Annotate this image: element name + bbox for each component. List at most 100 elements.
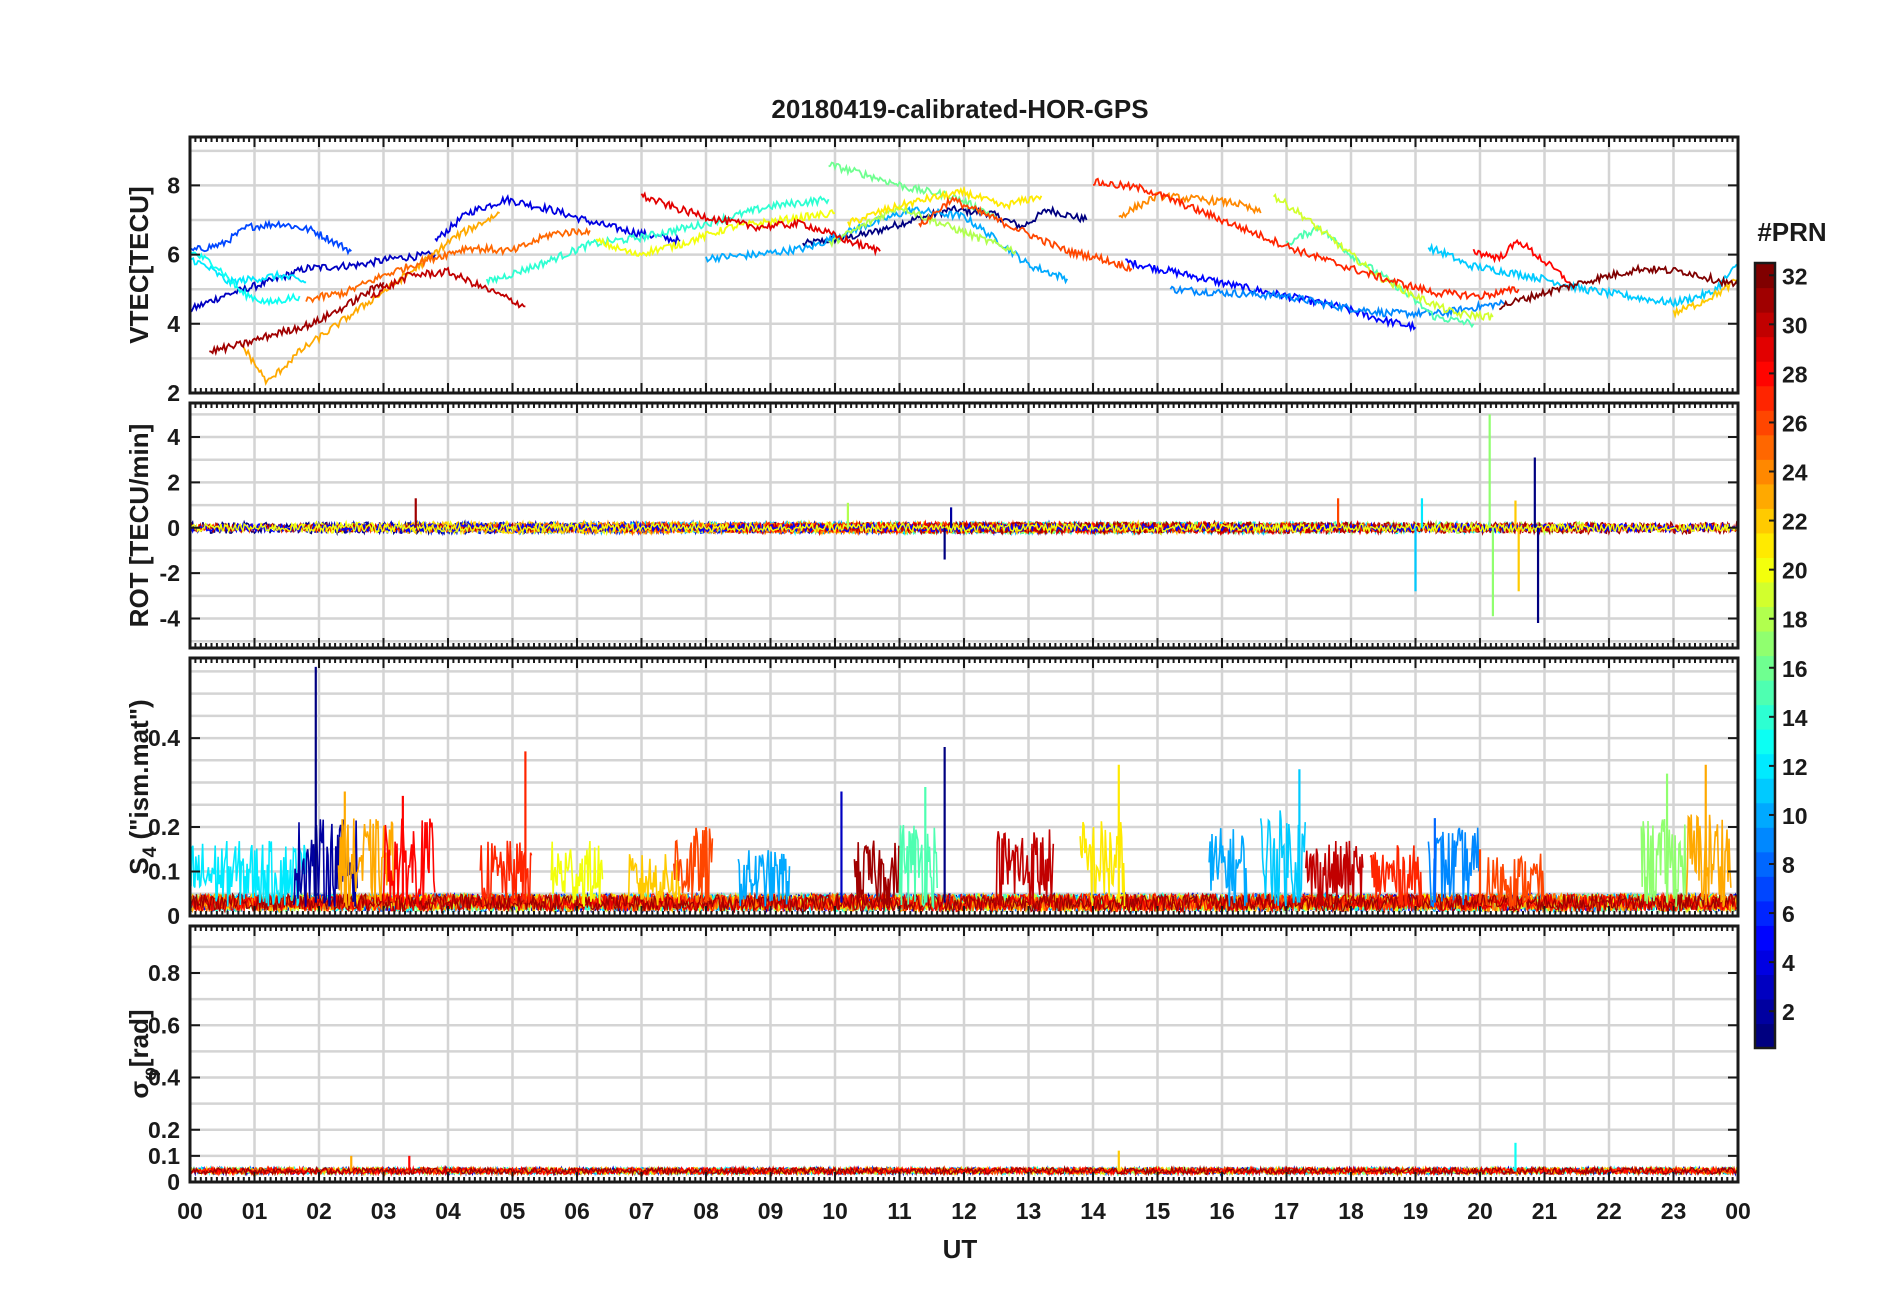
y-tick-label: 0.1: [148, 859, 180, 885]
vtec-series-prn-9: [1169, 284, 1507, 320]
vtec-series-prn-4: [434, 194, 681, 247]
colorbar-segment: [1755, 876, 1775, 902]
x-tick-label: 17: [1274, 1198, 1300, 1224]
colorbar-tick-label: 18: [1782, 607, 1808, 633]
s4-burst-prn-27: [479, 840, 533, 907]
s4-burst-prn-22: [627, 854, 681, 906]
vtec-series-prn-27: [1092, 177, 1520, 301]
y-axis-label: ROT [TECU/min]: [124, 424, 154, 628]
vtec-series-prn-12: [190, 256, 307, 288]
colorbar-segment: [1755, 410, 1775, 436]
vtec-series-prn-29: [640, 191, 881, 257]
x-tick-label: 19: [1403, 1198, 1429, 1224]
y-tick-label: -4: [160, 606, 181, 632]
y-tick-label: 8: [167, 172, 180, 198]
s4-burst-prn-28: [382, 818, 436, 908]
y-tick-label: 2: [167, 469, 180, 495]
vtec-series-prn-1: [802, 204, 1088, 248]
y-axis-label-sub: φ: [140, 1067, 161, 1081]
colorbar-tick-label: 8: [1782, 852, 1795, 878]
vtec-series-prn-31: [209, 281, 385, 357]
vtec-series-prn-32: [1498, 263, 1738, 311]
s4-burst-prn-31: [853, 840, 900, 906]
y-tick-label: 0.4: [148, 1065, 180, 1091]
colorbar-tick-label: 26: [1782, 410, 1808, 436]
x-tick-label: 11: [887, 1198, 912, 1224]
y-tick-label: 0.6: [148, 1012, 180, 1038]
colorbar-segment: [1755, 532, 1775, 558]
y-tick-label: 0: [167, 515, 180, 541]
s4-burst-prn-27: [1369, 845, 1423, 909]
y-tick-label: -2: [160, 560, 180, 586]
y-tick-label: 0: [167, 1169, 180, 1195]
x-tick-label: 12: [951, 1198, 977, 1224]
x-tick-label: 23: [1661, 1198, 1687, 1224]
x-tick-label: 04: [435, 1198, 461, 1224]
y-tick-label: 4: [167, 424, 180, 450]
y-tick-label: 0.2: [148, 814, 180, 840]
y-axis-label: VTEC[TECU]: [124, 186, 154, 343]
vtec-series-prn-11: [1427, 242, 1738, 308]
colorbar-tick-label: 22: [1782, 509, 1808, 535]
colorbar-segment: [1755, 949, 1775, 976]
colorbar-segment: [1755, 361, 1775, 387]
s4-burst-prn-15: [898, 824, 938, 910]
vtec-series-prn-14: [485, 195, 830, 287]
s4-burst-prn-10: [737, 850, 791, 907]
colorbar-segment: [1755, 312, 1775, 338]
vtec-series-prn-21: [847, 185, 1043, 229]
colorbar-label: #PRN: [1757, 217, 1826, 247]
colorbar-tick-label: 20: [1782, 558, 1808, 584]
vtec-series-prn-7: [190, 219, 352, 256]
y-axis-label: σφ[rad]: [124, 1009, 161, 1098]
colorbar-segment: [1755, 1023, 1775, 1049]
panel-data: [190, 161, 1738, 386]
x-tick-label: 03: [371, 1198, 397, 1224]
x-tick-label: 00: [1725, 1198, 1751, 1224]
colorbar-segment: [1755, 336, 1775, 362]
colorbar-segment: [1755, 778, 1775, 804]
s4-burst-prn-30: [995, 829, 1055, 907]
x-tick-label: 22: [1596, 1198, 1622, 1224]
vtec-series-prn-5: [1125, 258, 1417, 333]
colorbar-tick-label: 6: [1782, 901, 1795, 927]
colorbar-tick-label: 10: [1782, 803, 1808, 829]
panel-frame: [188, 924, 1740, 1184]
s4-burst-prn-11: [1259, 810, 1306, 907]
vtec-series-prn-13: [190, 249, 301, 307]
vtec-series-prn-26: [918, 195, 1133, 273]
rot-trace-prn-5: [190, 521, 1738, 535]
s4-burst-prn-12: [190, 840, 307, 907]
y-tick-label: 0.1: [148, 1143, 180, 1169]
vtec-series-prn-16: [828, 161, 997, 218]
y-tick-label: 0.2: [148, 1117, 180, 1143]
colorbar-frame: [1753, 261, 1777, 1050]
panel-2: -4 -2 0 2 4 ROT [TECU/min]: [124, 401, 1740, 650]
y-axis-label-main: S: [124, 857, 154, 874]
s4-burst-prn-10: [1208, 828, 1248, 907]
x-tick-label: 00: [177, 1198, 203, 1224]
s4-burst-prn-20: [550, 840, 604, 907]
colorbar-segment: [1755, 704, 1775, 730]
rot-trace-prn-20: [190, 521, 1738, 535]
colorbar-tick-label: 32: [1782, 263, 1808, 289]
s4-burst-prn-17: [1640, 819, 1687, 907]
x-tick-label: 16: [1209, 1198, 1235, 1224]
colorbar-segment: [1755, 434, 1775, 460]
colorbar-segment: [1755, 998, 1775, 1025]
colorbar-segment: [1755, 827, 1775, 853]
colorbar-segment: [1755, 680, 1775, 706]
vtec-series-prn-23: [240, 211, 500, 386]
colorbar-tick-label: 12: [1782, 754, 1808, 780]
y-ticks: [190, 436, 1738, 620]
y-axis-label-rest: [rad]: [124, 1009, 154, 1067]
y-tick-label: 6: [167, 242, 180, 268]
s4-burst-prn-21: [1079, 821, 1126, 907]
colorbar-tick-label: 24: [1782, 460, 1808, 486]
x-tick-label: 01: [242, 1198, 268, 1224]
panel-frame: [188, 401, 1740, 650]
x-tick-label: 20: [1467, 1198, 1493, 1224]
x-tick-label: 13: [1016, 1198, 1042, 1224]
